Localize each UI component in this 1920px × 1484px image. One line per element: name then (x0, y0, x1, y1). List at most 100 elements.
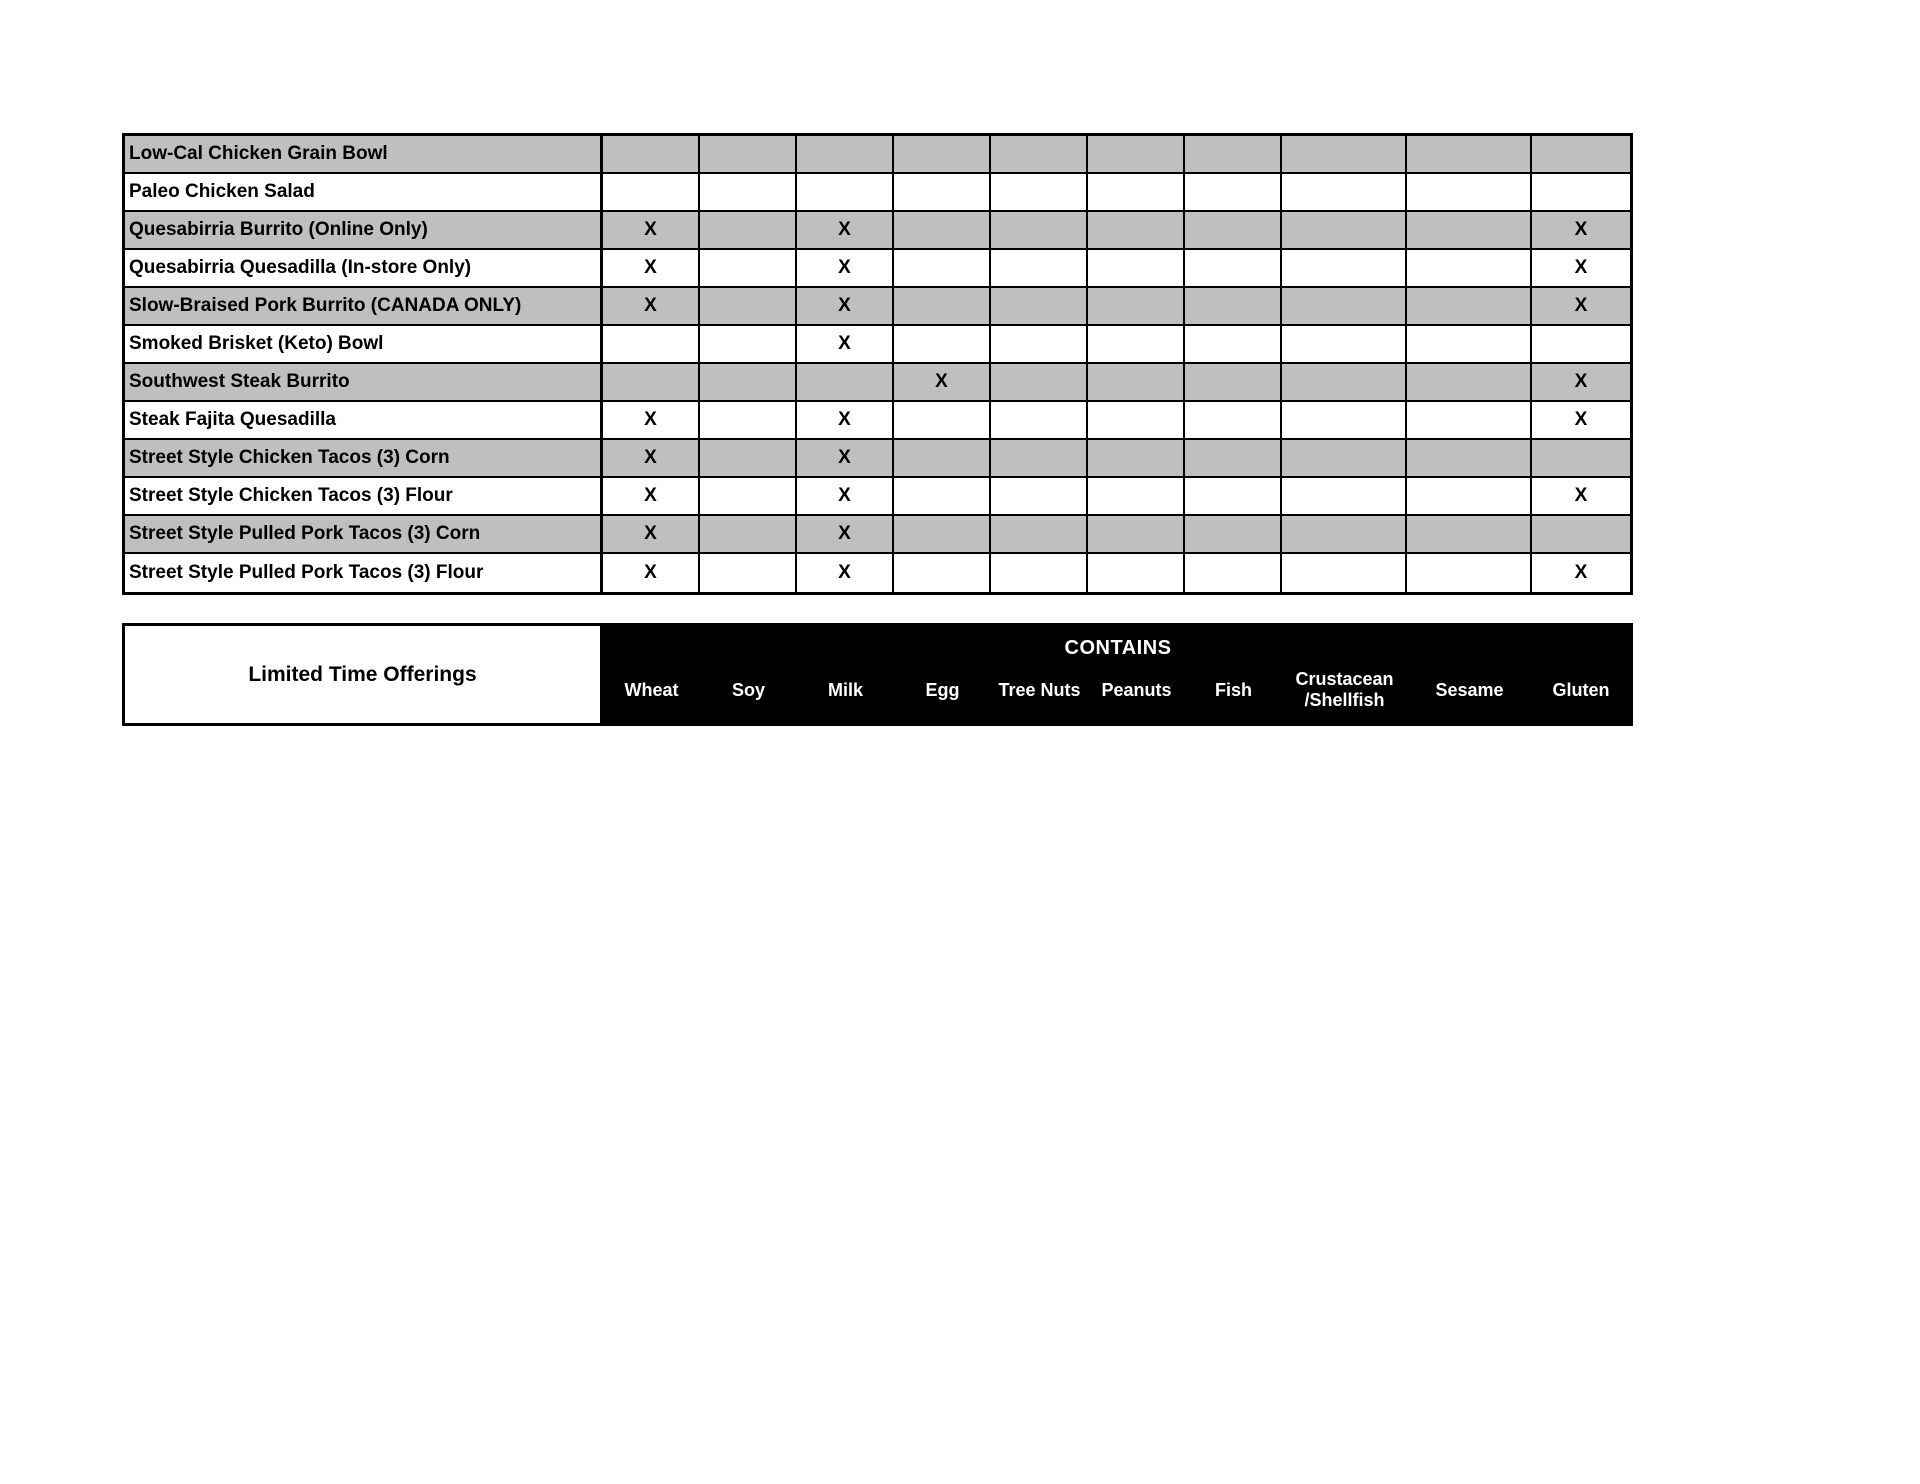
row-label: Street Style Pulled Pork Tacos (3) Corn (125, 516, 603, 554)
allergen-mark-cell (894, 478, 991, 516)
allergen-mark-cell (1407, 212, 1532, 250)
allergen-mark-cell: X (894, 364, 991, 402)
allergen-mark-cell (1282, 212, 1407, 250)
allergen-mark-cell (1532, 326, 1630, 364)
allergen-mark-cell: X (797, 516, 894, 554)
allergen-mark-cell: X (797, 212, 894, 250)
allergen-mark-cell (1185, 212, 1282, 250)
allergen-mark-cell: X (603, 288, 700, 326)
allergen-mark-cell: X (603, 250, 700, 288)
allergen-mark-cell (1088, 478, 1185, 516)
allergen-mark-cell: X (1532, 478, 1630, 516)
allergen-mark-cell (797, 174, 894, 212)
allergen-mark-cell (991, 402, 1088, 440)
row-label: Quesabirria Burrito (Online Only) (125, 212, 603, 250)
allergen-mark-cell (700, 440, 797, 478)
allergen-mark-cell: X (603, 478, 700, 516)
allergen-mark-cell (797, 136, 894, 174)
allergen-mark-cell (894, 288, 991, 326)
allergen-mark-cell (1407, 250, 1532, 288)
allergen-mark-cell (1407, 364, 1532, 402)
allergen-mark-cell (1407, 440, 1532, 478)
allergen-mark-cell (894, 402, 991, 440)
allergen-mark-cell (1088, 440, 1185, 478)
allergen-mark-cell (1282, 402, 1407, 440)
allergen-mark-cell (797, 364, 894, 402)
row-label: Smoked Brisket (Keto) Bowl (125, 326, 603, 364)
allergen-mark-cell (700, 212, 797, 250)
allergen-mark-cell (1407, 554, 1532, 592)
allergen-mark-cell: X (603, 440, 700, 478)
allergen-mark-cell (894, 516, 991, 554)
allergen-table: Low-Cal Chicken Grain Bowl Paleo Chicken … (122, 133, 1633, 595)
row-label: Paleo Chicken Salad (125, 174, 603, 212)
allergen-mark-cell (1407, 288, 1532, 326)
allergen-column-header: Soy (731, 679, 765, 700)
allergen-mark-cell (700, 174, 797, 212)
allergen-mark-cell: X (1532, 554, 1630, 592)
allergen-column-header: Crustacean /Shellfish (1295, 669, 1394, 710)
row-label: Low-Cal Chicken Grain Bowl (125, 136, 603, 174)
allergen-mark-cell (1185, 250, 1282, 288)
allergen-mark-cell (1407, 174, 1532, 212)
allergen-mark-cell (1282, 326, 1407, 364)
allergen-mark-cell (991, 478, 1088, 516)
allergen-mark-cell (1282, 364, 1407, 402)
allergen-column-header: Wheat (624, 679, 679, 700)
allergen-mark-cell (1532, 440, 1630, 478)
allergen-column-header: Sesame (1435, 679, 1504, 700)
allergen-mark-cell (1185, 174, 1282, 212)
allergen-mark-cell: X (1532, 212, 1630, 250)
allergen-mark-cell (894, 136, 991, 174)
allergen-mark-cell (700, 478, 797, 516)
allergen-mark-cell: X (797, 478, 894, 516)
allergen-mark-cell (991, 364, 1088, 402)
allergen-mark-cell (1185, 326, 1282, 364)
allergen-mark-cell (1282, 174, 1407, 212)
table-header-block: Limited Time Offerings CONTAINS Wheat Soy… (122, 623, 1633, 726)
allergen-mark-cell (991, 174, 1088, 212)
allergen-mark-cell (991, 288, 1088, 326)
allergen-column-header: Milk (827, 679, 863, 700)
allergen-mark-cell (1282, 554, 1407, 592)
allergen-mark-cell (894, 250, 991, 288)
allergen-mark-cell (991, 554, 1088, 592)
allergen-mark-cell (991, 440, 1088, 478)
allergen-mark-cell: X (603, 212, 700, 250)
allergen-mark-cell (1185, 402, 1282, 440)
allergen-mark-cell: X (797, 326, 894, 364)
allergen-mark-cell (1185, 136, 1282, 174)
allergen-column-header: Fish (1214, 679, 1252, 700)
allergen-mark-cell: X (797, 554, 894, 592)
allergen-mark-cell (603, 174, 700, 212)
allergen-mark-cell (991, 516, 1088, 554)
allergen-mark-cell (1532, 516, 1630, 554)
allergen-mark-cell (894, 440, 991, 478)
allergen-mark-cell: X (603, 402, 700, 440)
allergen-mark-cell (894, 326, 991, 364)
allergen-mark-cell (700, 250, 797, 288)
allergen-mark-cell (1282, 136, 1407, 174)
allergen-mark-cell (1407, 402, 1532, 440)
allergen-mark-cell (1088, 288, 1185, 326)
allergen-mark-cell (1088, 326, 1185, 364)
contains-columns: Wheat Soy Milk Egg Tree Nuts Peanuts Fish Crust… (603, 660, 1633, 726)
allergen-mark-cell: X (603, 516, 700, 554)
category-header-label: Limited Time Offerings (248, 662, 477, 686)
allergen-mark-cell: X (797, 250, 894, 288)
allergen-mark-cell (1185, 478, 1282, 516)
allergen-mark-cell: X (1532, 288, 1630, 326)
allergen-mark-cell (1282, 250, 1407, 288)
category-header-cell: Limited Time Offerings (122, 623, 603, 726)
row-label: Street Style Pulled Pork Tacos (3) Flour (125, 554, 603, 592)
allergen-mark-cell (700, 402, 797, 440)
allergen-mark-cell (1088, 136, 1185, 174)
allergen-mark-cell (1407, 326, 1532, 364)
allergen-mark-cell (1282, 516, 1407, 554)
allergen-mark-cell (1407, 478, 1532, 516)
allergen-mark-cell (991, 136, 1088, 174)
row-label: Southwest Steak Burrito (125, 364, 603, 402)
allergen-mark-cell (1532, 174, 1630, 212)
allergen-mark-cell (1185, 364, 1282, 402)
